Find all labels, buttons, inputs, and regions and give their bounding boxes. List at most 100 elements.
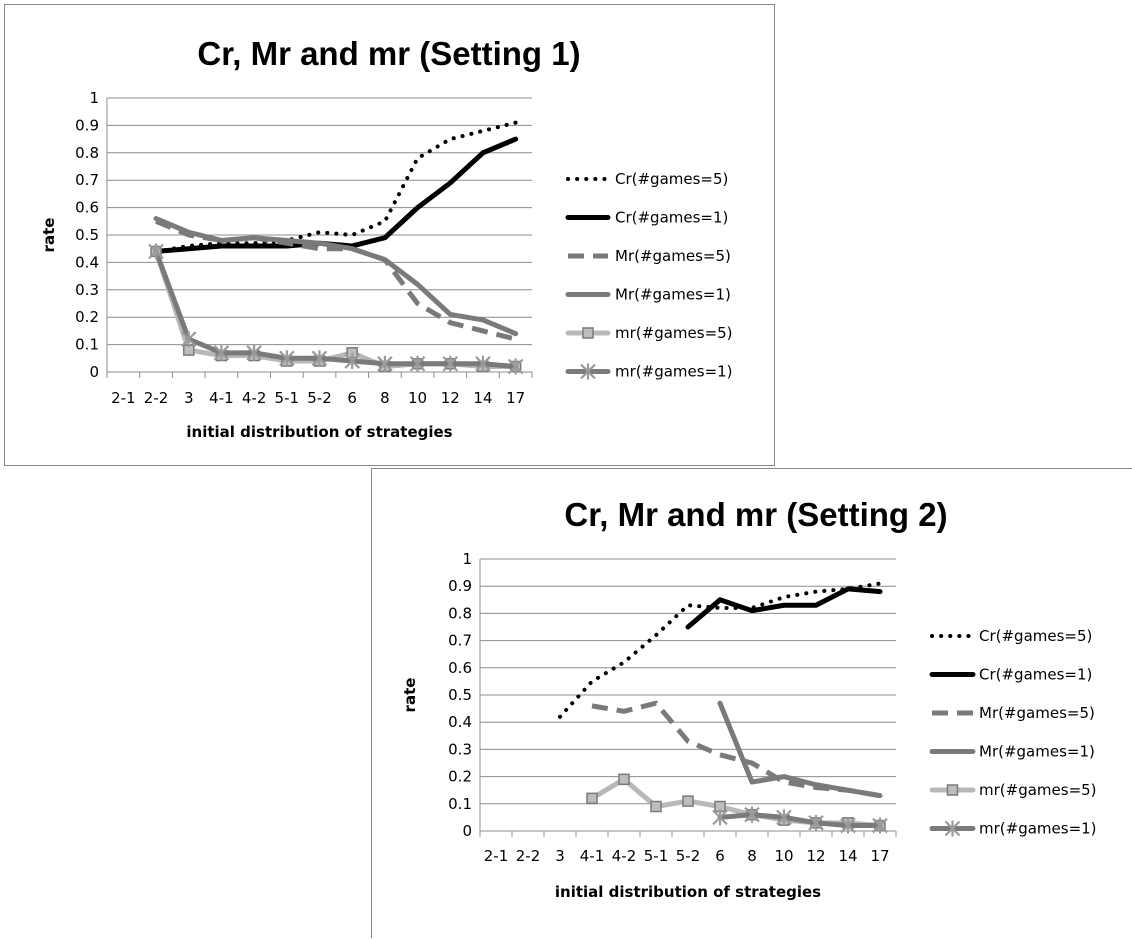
series-0: [558, 581, 882, 719]
y-tick-label: 0.9: [75, 116, 99, 134]
legend: Cr(#games=5) Cr(#games=1) Mr(#games=5) Mr(#…: [565, 170, 733, 381]
y-tick-label: 0.3: [75, 281, 99, 299]
x-tick-label: 14: [838, 847, 857, 865]
series-line: [154, 120, 518, 254]
legend-item: mr(#games=1): [565, 363, 733, 381]
y-tick-label: 0.6: [75, 199, 99, 217]
chart-setting-1-svg: Cr, Mr and mr (Setting 1) 0 0.1 0.2 0.3 0.4 0.…: [40, 35, 733, 441]
legend-label: Mr(#games=5): [615, 247, 731, 265]
data-point: [213, 344, 230, 361]
data-point: [618, 773, 630, 786]
data-point: [344, 353, 360, 370]
x-tick-label: 6: [715, 847, 725, 865]
legend-label: mr(#games=1): [979, 820, 1097, 838]
y-tick-label: 0: [89, 363, 99, 381]
data-point: [840, 817, 856, 834]
data-point: [712, 809, 728, 826]
legend-item: Mr(#games=5): [932, 704, 1095, 722]
series-4: [150, 245, 522, 373]
y-tick-label: 0.8: [75, 144, 99, 162]
x-tick-label: 5-2: [676, 847, 701, 865]
legend-item: mr(#games=1): [929, 820, 1097, 838]
legend-marker: [580, 363, 596, 380]
y-tick-label: 0.1: [448, 795, 472, 813]
chart-setting-1: Cr, Mr and mr (Setting 1) 0 0.1 0.2 0.3 0.4 0.…: [4, 4, 775, 466]
legend-label: Mr(#games=5): [979, 704, 1095, 722]
x-tick-label: 12: [441, 389, 460, 407]
legend-item: Mr(#games=1): [565, 286, 731, 304]
x-tick-label: 4-2: [242, 389, 267, 407]
y-tick-label: 0.3: [448, 740, 472, 758]
x-tick-label: 5-1: [275, 389, 300, 407]
data-point: [279, 350, 295, 367]
legend-item: Cr(#games=1): [565, 209, 728, 227]
x-axis-ticks: 2-1 2-2 3 4-1 4-2 5-1 5-2 6 8 10 12 14 17: [479, 831, 897, 865]
series-line: [558, 581, 882, 719]
series-line: [717, 812, 883, 829]
chart-title: Cr, Mr and mr (Setting 2): [564, 496, 947, 533]
legend-marker: [582, 327, 594, 339]
chart-setting-2: Cr, Mr and mr (Setting 2) 0 0.1 0.2 0.3 0.4 0.…: [371, 468, 1132, 938]
legend-item: mr(#games=5): [929, 781, 1097, 799]
legend-label: mr(#games=1): [615, 363, 733, 381]
data-point: [872, 817, 888, 834]
y-tick-label: 0.6: [448, 659, 472, 677]
y-tick-label: 0.9: [448, 577, 472, 595]
y-tick-label: 0.2: [448, 768, 472, 786]
legend-marker: [946, 784, 959, 796]
legend-label: Mr(#games=1): [979, 743, 1095, 761]
data-point: [311, 350, 328, 367]
data-point: [776, 809, 792, 826]
data-point: [148, 243, 164, 260]
y-tick-label: 0.2: [75, 308, 99, 326]
x-axis-ticks: 2-1 2-2 3 4-1 4-2 5-1 5-2 6 8 10 12 14 17: [106, 372, 533, 407]
x-tick-label: 2-1: [484, 847, 509, 865]
x-tick-label: 10: [774, 847, 793, 865]
series-line: [685, 586, 883, 630]
series-5: [712, 806, 888, 834]
legend-label: Mr(#games=1): [615, 286, 731, 304]
y-tick-label: 0: [462, 822, 472, 840]
x-tick-label: 8: [747, 847, 757, 865]
data-point: [409, 355, 426, 372]
legend-item: Cr(#games=5): [930, 627, 1092, 645]
data-point: [246, 344, 262, 361]
gridlines: [107, 97, 532, 373]
x-tick-label: 2-1: [111, 389, 136, 407]
legend-item: Mr(#games=1): [929, 743, 1095, 761]
y-tick-label: 0.8: [448, 604, 472, 622]
legend-item: Mr(#games=5): [568, 247, 731, 265]
series-line: [153, 248, 519, 370]
data-point: [507, 358, 524, 375]
series-0: [154, 120, 518, 254]
legend-label: Cr(#games=5): [979, 627, 1092, 645]
data-point: [744, 806, 760, 823]
y-axis-label: rate: [401, 678, 419, 713]
data-point: [442, 355, 459, 372]
x-tick-label: 12: [806, 847, 825, 865]
legend-item: Cr(#games=5): [566, 170, 728, 188]
y-axis-label: rate: [40, 218, 58, 253]
legend-label: Cr(#games=5): [615, 170, 728, 188]
series-5: [148, 243, 524, 375]
x-tick-label: 2-2: [144, 389, 169, 407]
series-line: [153, 216, 519, 337]
y-tick-label: 1: [462, 550, 472, 568]
x-axis-label: initial distribution of strategies: [555, 883, 821, 901]
chart-title: Cr, Mr and mr (Setting 1): [197, 35, 580, 72]
x-tick-label: 4-1: [209, 389, 234, 407]
data-point: [180, 331, 197, 348]
x-tick-label: 3: [184, 389, 194, 407]
chart-setting-2-svg: Cr, Mr and mr (Setting 2) 0 0.1 0.2 0.3 0.4 0.…: [401, 496, 1097, 901]
x-tick-label: 8: [380, 389, 390, 407]
data-point: [586, 792, 598, 805]
y-tick-label: 1: [89, 89, 99, 107]
y-tick-label: 0.4: [448, 713, 472, 731]
y-tick-label: 0.7: [75, 171, 99, 189]
legend-item: mr(#games=5): [565, 324, 733, 342]
legend-label: mr(#games=5): [615, 324, 733, 342]
series-1: [685, 586, 883, 630]
x-axis-label: initial distribution of strategies: [186, 423, 452, 441]
series-4: [586, 773, 886, 832]
x-tick-label: 4-2: [612, 847, 637, 865]
